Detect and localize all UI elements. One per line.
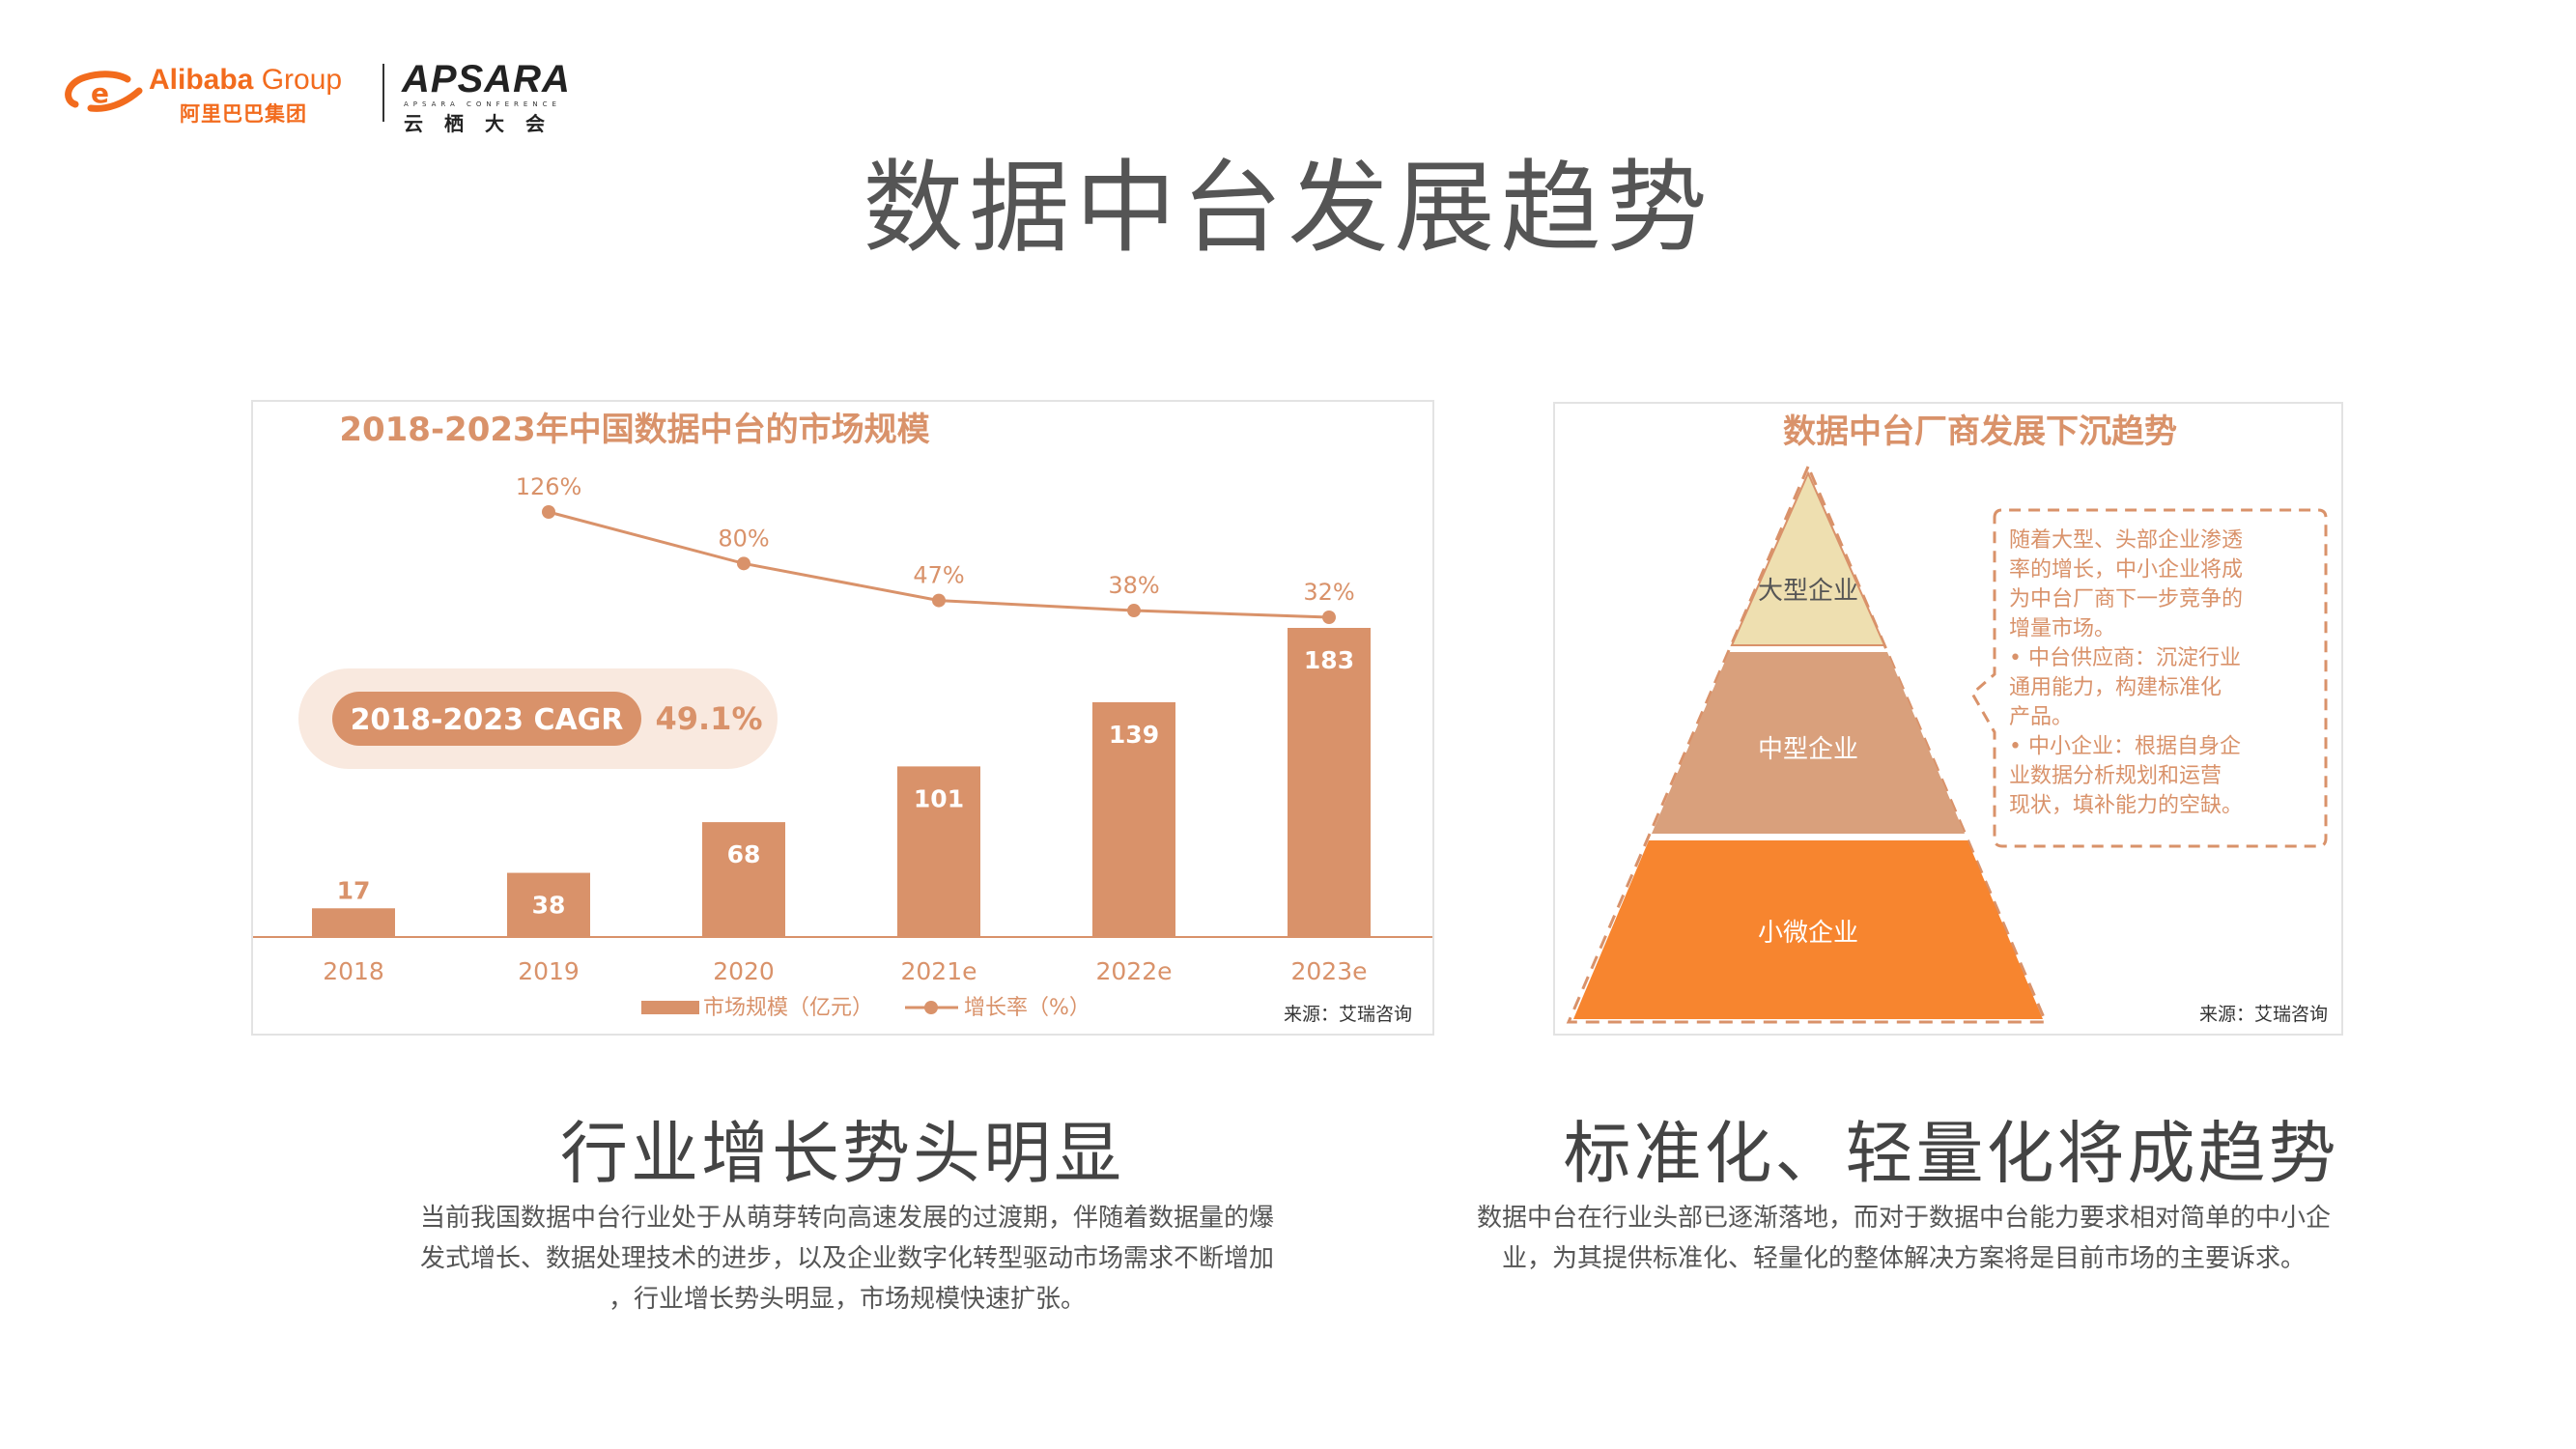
- callout-line: 为中台厂商下一步竞争的: [2009, 587, 2243, 611]
- growth-desc-line: ，行业增长势头明显，市场规模快速扩张。: [608, 1285, 1086, 1314]
- pyramid-label-medium: 中型企业: [1758, 735, 1858, 764]
- cagr-value: 49.1%: [655, 700, 762, 737]
- pyramid-level-medium: [1652, 652, 1965, 834]
- pyramid-label-small: 小微企业: [1758, 919, 1858, 948]
- bar-value-label: 38: [532, 892, 566, 920]
- logo-divider: [382, 64, 384, 122]
- growth-rate-label: 80%: [718, 525, 769, 552]
- legend-bar-swatch: [641, 1001, 699, 1014]
- growth-desc-line: 当前我国数据中台行业处于从萌芽转向高速发展的过渡期，伴随着数据量的爆: [419, 1204, 1274, 1233]
- pyramid-level-small: [1573, 840, 2043, 1019]
- cagr-label-box: [332, 692, 641, 746]
- callout-line: 业数据分析规划和运营: [2009, 764, 2222, 788]
- callout-line: • 中台供应商：沉淀行业: [2009, 646, 2241, 670]
- x-tick-label: 2023e: [1290, 957, 1367, 985]
- header-logos: e Alibaba Group 阿里巴巴集团 APSARA APSARA CON…: [62, 56, 603, 135]
- pyramid-outline: [1566, 463, 2049, 1024]
- x-tick-label: 2021e: [900, 957, 977, 985]
- growth-point: [1322, 611, 1336, 624]
- pyramid-label-large: 大型企业: [1758, 577, 1858, 606]
- growth-point: [1127, 604, 1141, 618]
- pyramid-source: 来源：艾瑞咨询: [2199, 1004, 2328, 1025]
- page-title: 数据中台发展趋势: [863, 149, 1713, 267]
- x-tick-label: 2020: [713, 957, 775, 985]
- bar-2019: [507, 872, 590, 937]
- standardization-section-title: 标准化、轻量化将成趋势: [1563, 1114, 2339, 1193]
- apsara-cn-name: 云栖大会: [404, 112, 566, 135]
- growth-point: [932, 593, 946, 608]
- apsara-subtitle: APSARA CONFERENCE: [404, 100, 561, 108]
- standardization-section-desc: 数据中台在行业头部已逐渐落地，而对于数据中台能力要求相对简单的中小企 业，为其提…: [1445, 1198, 2363, 1279]
- bar-2020: [702, 822, 785, 937]
- growth-section-title: 行业增长势头明显: [560, 1114, 1124, 1193]
- pyramid-panel: 数据中台厂商发展下沉趋势 大型企业 中型企业 小微企业 随着大型、头部企业渗透率…: [1553, 402, 2343, 1036]
- apsara-wordmark: APSARA: [402, 58, 571, 100]
- bar-2022e: [1092, 701, 1175, 937]
- chart-title: 2018-2023年中国数据中台的市场规模: [339, 411, 929, 449]
- growth-point: [542, 505, 555, 519]
- pyramid-diagram: 数据中台厂商发展下沉趋势 大型企业 中型企业 小微企业 随着大型、头部企业渗透率…: [1566, 412, 2328, 1025]
- bar-2023e: [1288, 628, 1371, 937]
- bar-2021e: [897, 766, 980, 937]
- growth-rate-label: 126%: [516, 473, 582, 500]
- cagr-label: 2018-2023 CAGR: [351, 703, 624, 737]
- pyramid-level-large: [1730, 470, 1886, 646]
- callout-line: 产品。: [2009, 705, 2073, 729]
- alibaba-cn-name: 阿里巴巴集团: [180, 102, 307, 126]
- market-size-chart-panel: 2018-2023年中国数据中台的市场规模 2018-2023 CAGR 49.…: [251, 400, 1434, 1036]
- bar-value-label: 183: [1304, 646, 1354, 674]
- legend-line-label: 增长率（%）: [964, 996, 1090, 1020]
- legend-line-marker: [924, 1001, 938, 1014]
- bar-2018: [312, 908, 395, 937]
- bar-value-label: 101: [914, 784, 964, 812]
- callout-line: 通用能力，构建标准化: [2009, 676, 2222, 700]
- callout-line: 率的增长，中小企业将成: [2009, 558, 2243, 582]
- growth-rate-label: 47%: [913, 562, 964, 589]
- callout-line: 现状，填补能力的空缺。: [2009, 794, 2243, 818]
- callout-box: [1970, 508, 2328, 848]
- standardization-desc-line: 数据中台在行业头部已逐渐落地，而对于数据中台能力要求相对简单的中小企: [1476, 1204, 2331, 1233]
- alibaba-wordmark: Alibaba Group: [149, 64, 343, 96]
- growth-point: [737, 556, 750, 571]
- x-tick-label: 2022e: [1095, 957, 1172, 985]
- bar-value-label: 17: [337, 876, 371, 904]
- x-tick-label: 2019: [518, 957, 580, 985]
- market-size-chart: 2018-2023年中国数据中台的市场规模 2018-2023 CAGR 49.…: [253, 411, 1432, 1025]
- growth-rate-label: 38%: [1108, 572, 1159, 599]
- growth-section-desc: 当前我国数据中台行业处于从萌芽转向高速发展的过渡期，伴随着数据量的爆 发式增长、…: [388, 1198, 1306, 1320]
- pyramid-title: 数据中台厂商发展下沉趋势: [1783, 412, 2177, 451]
- legend-bar-label: 市场规模（亿元）: [703, 996, 873, 1020]
- svg-text:e: e: [91, 77, 109, 109]
- standardization-desc-line: 业，为其提供标准化、轻量化的整体解决方案将是目前市场的主要诉求。: [1501, 1244, 2306, 1273]
- callout-line: 随着大型、头部企业渗透: [2009, 528, 2243, 553]
- bar-value-label: 68: [727, 840, 761, 868]
- callout-line: • 中小企业：根据自身企: [2009, 735, 2241, 759]
- growth-desc-line: 发式增长、数据处理技术的进步，以及企业数字化转型驱动市场需求不断增加: [419, 1244, 1274, 1273]
- x-tick-label: 2018: [323, 957, 384, 985]
- chart-source: 来源：艾瑞咨询: [1284, 1004, 1412, 1025]
- growth-rate-label: 32%: [1303, 579, 1354, 606]
- callout-line: 增量市场。: [2009, 617, 2115, 641]
- alibaba-logo-icon: e: [65, 71, 143, 112]
- bar-value-label: 139: [1109, 721, 1159, 749]
